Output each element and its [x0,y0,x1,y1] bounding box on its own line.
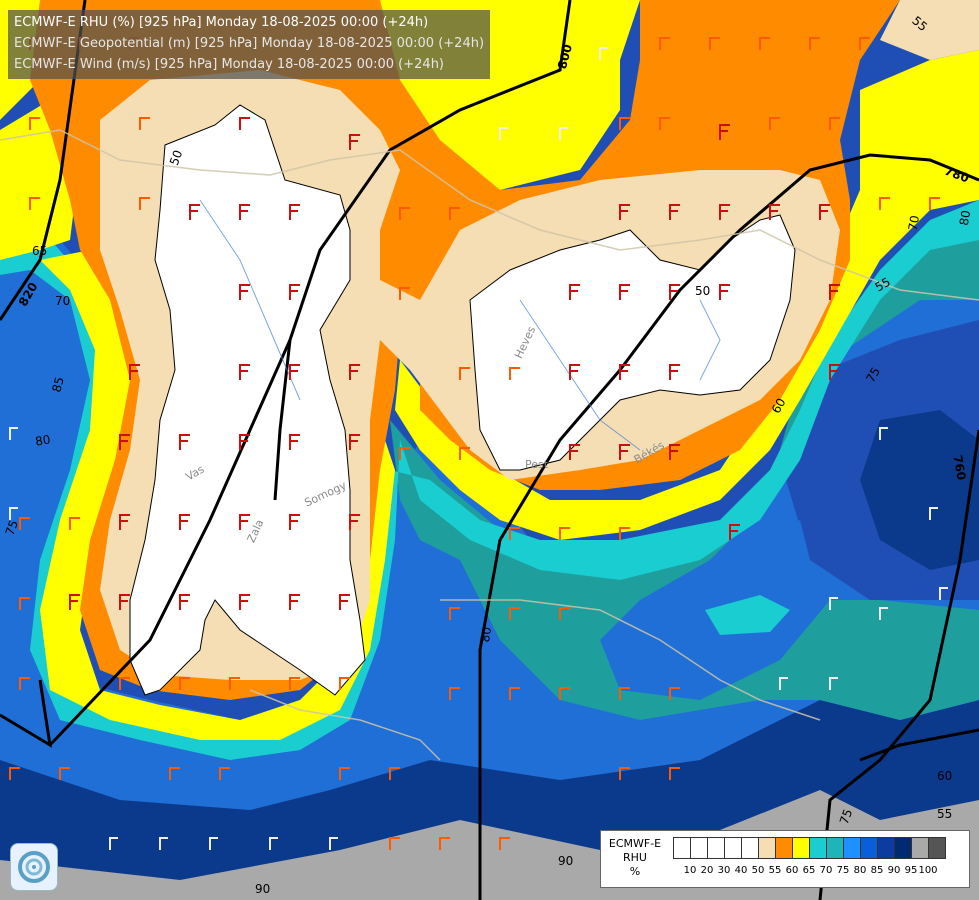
title-wind: ECMWF-E Wind (m/s) [925 hPa] Monday 18-0… [14,57,445,72]
rhu-50-white-west [130,105,365,695]
rhu-70-blob [705,595,790,635]
legend-tick-label: 80 [853,865,867,876]
legend-tick-label: 30 [717,865,731,876]
legend-tick-label: 90 [887,865,901,876]
place-pest: Pest [525,458,549,471]
rhu-55-north-east [880,0,979,60]
wind-barbs-orange [9,37,940,850]
legend-swatch [741,837,759,859]
label-rhu-65: 65 [32,244,47,258]
contour-labels: 800 780 760 820 50 50 55 55 55 60 60 65 … [3,13,974,896]
legend-swatch [860,837,878,859]
legend-swatch [911,837,929,859]
legend-tick-label: 65 [802,865,816,876]
rhu-90-region-bottom [0,700,979,880]
legend-tick-label: 85 [870,865,884,876]
label-rhu-60b: 60 [937,769,952,783]
legend-tick-label: 40 [734,865,748,876]
legend-swatch [843,837,861,859]
legend-swatch [758,837,776,859]
legend-tick-label: 70 [819,865,833,876]
ecmwf-logo [10,843,58,891]
rhu-contours [129,104,796,696]
title-geopotential: ECMWF-E Geopotential (m) [925 hPa] Monda… [14,36,485,51]
wind-barbs-white [9,47,948,850]
legend-swatch [809,837,827,859]
label-rhu-90b: 90 [255,882,270,896]
label-rhu-75c: 75 [837,807,855,826]
label-rhu-75b: 75 [3,518,21,537]
legend-title-unit: % [629,865,641,878]
label-rhu-55c: 55 [937,807,952,821]
label-rhu-80a: 80 [34,432,51,448]
rhu-legend: ECMWF-E RHU % 10 20 30 40 50 55 60 65 70 75 80 85 90… [600,830,970,888]
swirl-icon [18,851,50,883]
label-rhu-80c: 80 [957,209,973,226]
legend-swatch [894,837,912,859]
borders [0,129,979,761]
rivers [199,199,721,451]
legend-swatch [877,837,895,859]
label-rhu-70b: 70 [906,214,922,231]
legend-tick-label: 55 [768,865,782,876]
legend-swatch [707,837,725,859]
label-760: 760 [950,454,968,481]
legend-swatch [826,837,844,859]
legend-swatch [690,837,708,859]
label-rhu-55b: 55 [873,275,893,295]
label-rhu-80b: 80 [478,626,494,643]
legend-tick-label: 75 [836,865,850,876]
label-rhu-70a: 70 [55,294,70,308]
rhu-90-region-right [860,410,979,570]
label-rhu-85: 85 [49,375,66,393]
legend-tick-label: 95 [904,865,918,876]
legend-tick-label: 10 [683,865,697,876]
label-800: 800 [555,43,575,71]
legend-tick-label: 60 [785,865,799,876]
legend-title-var: RHU [623,851,647,864]
rhu-75-teal [390,220,979,720]
legend-ticks: 10 20 30 40 50 55 60 65 70 75 80 85 90 95 100 [673,865,969,879]
legend-title-model: ECMWF-E [608,837,662,850]
legend-swatches [673,837,946,859]
legend-title: ECMWF-E RHU % [605,837,665,879]
title-box: ECMWF-E RHU (%) [925 hPa] Monday 18-08-2… [8,10,491,79]
legend-swatch [792,837,810,859]
label-rhu-50b: 50 [695,284,710,298]
legend-tick-label: 20 [700,865,714,876]
label-rhu-75a: 75 [863,365,883,385]
rhu-50-white-east [470,215,795,470]
title-rhu: ECMWF-E RHU (%) [925 hPa] Monday 18-08-2… [14,15,429,30]
legend-swatch [724,837,742,859]
legend-swatch [673,837,691,859]
label-rhu-50a: 50 [167,148,185,167]
label-rhu-60a: 60 [769,396,789,416]
label-rhu-90a: 90 [558,854,573,868]
legend-tick-label: 100 [918,865,938,876]
rhu-85-right-ring [790,330,979,600]
legend-swatch [928,837,946,859]
wind-barbs-red [69,117,840,610]
legend-tick-label: 50 [751,865,765,876]
legend-swatch [775,837,793,859]
